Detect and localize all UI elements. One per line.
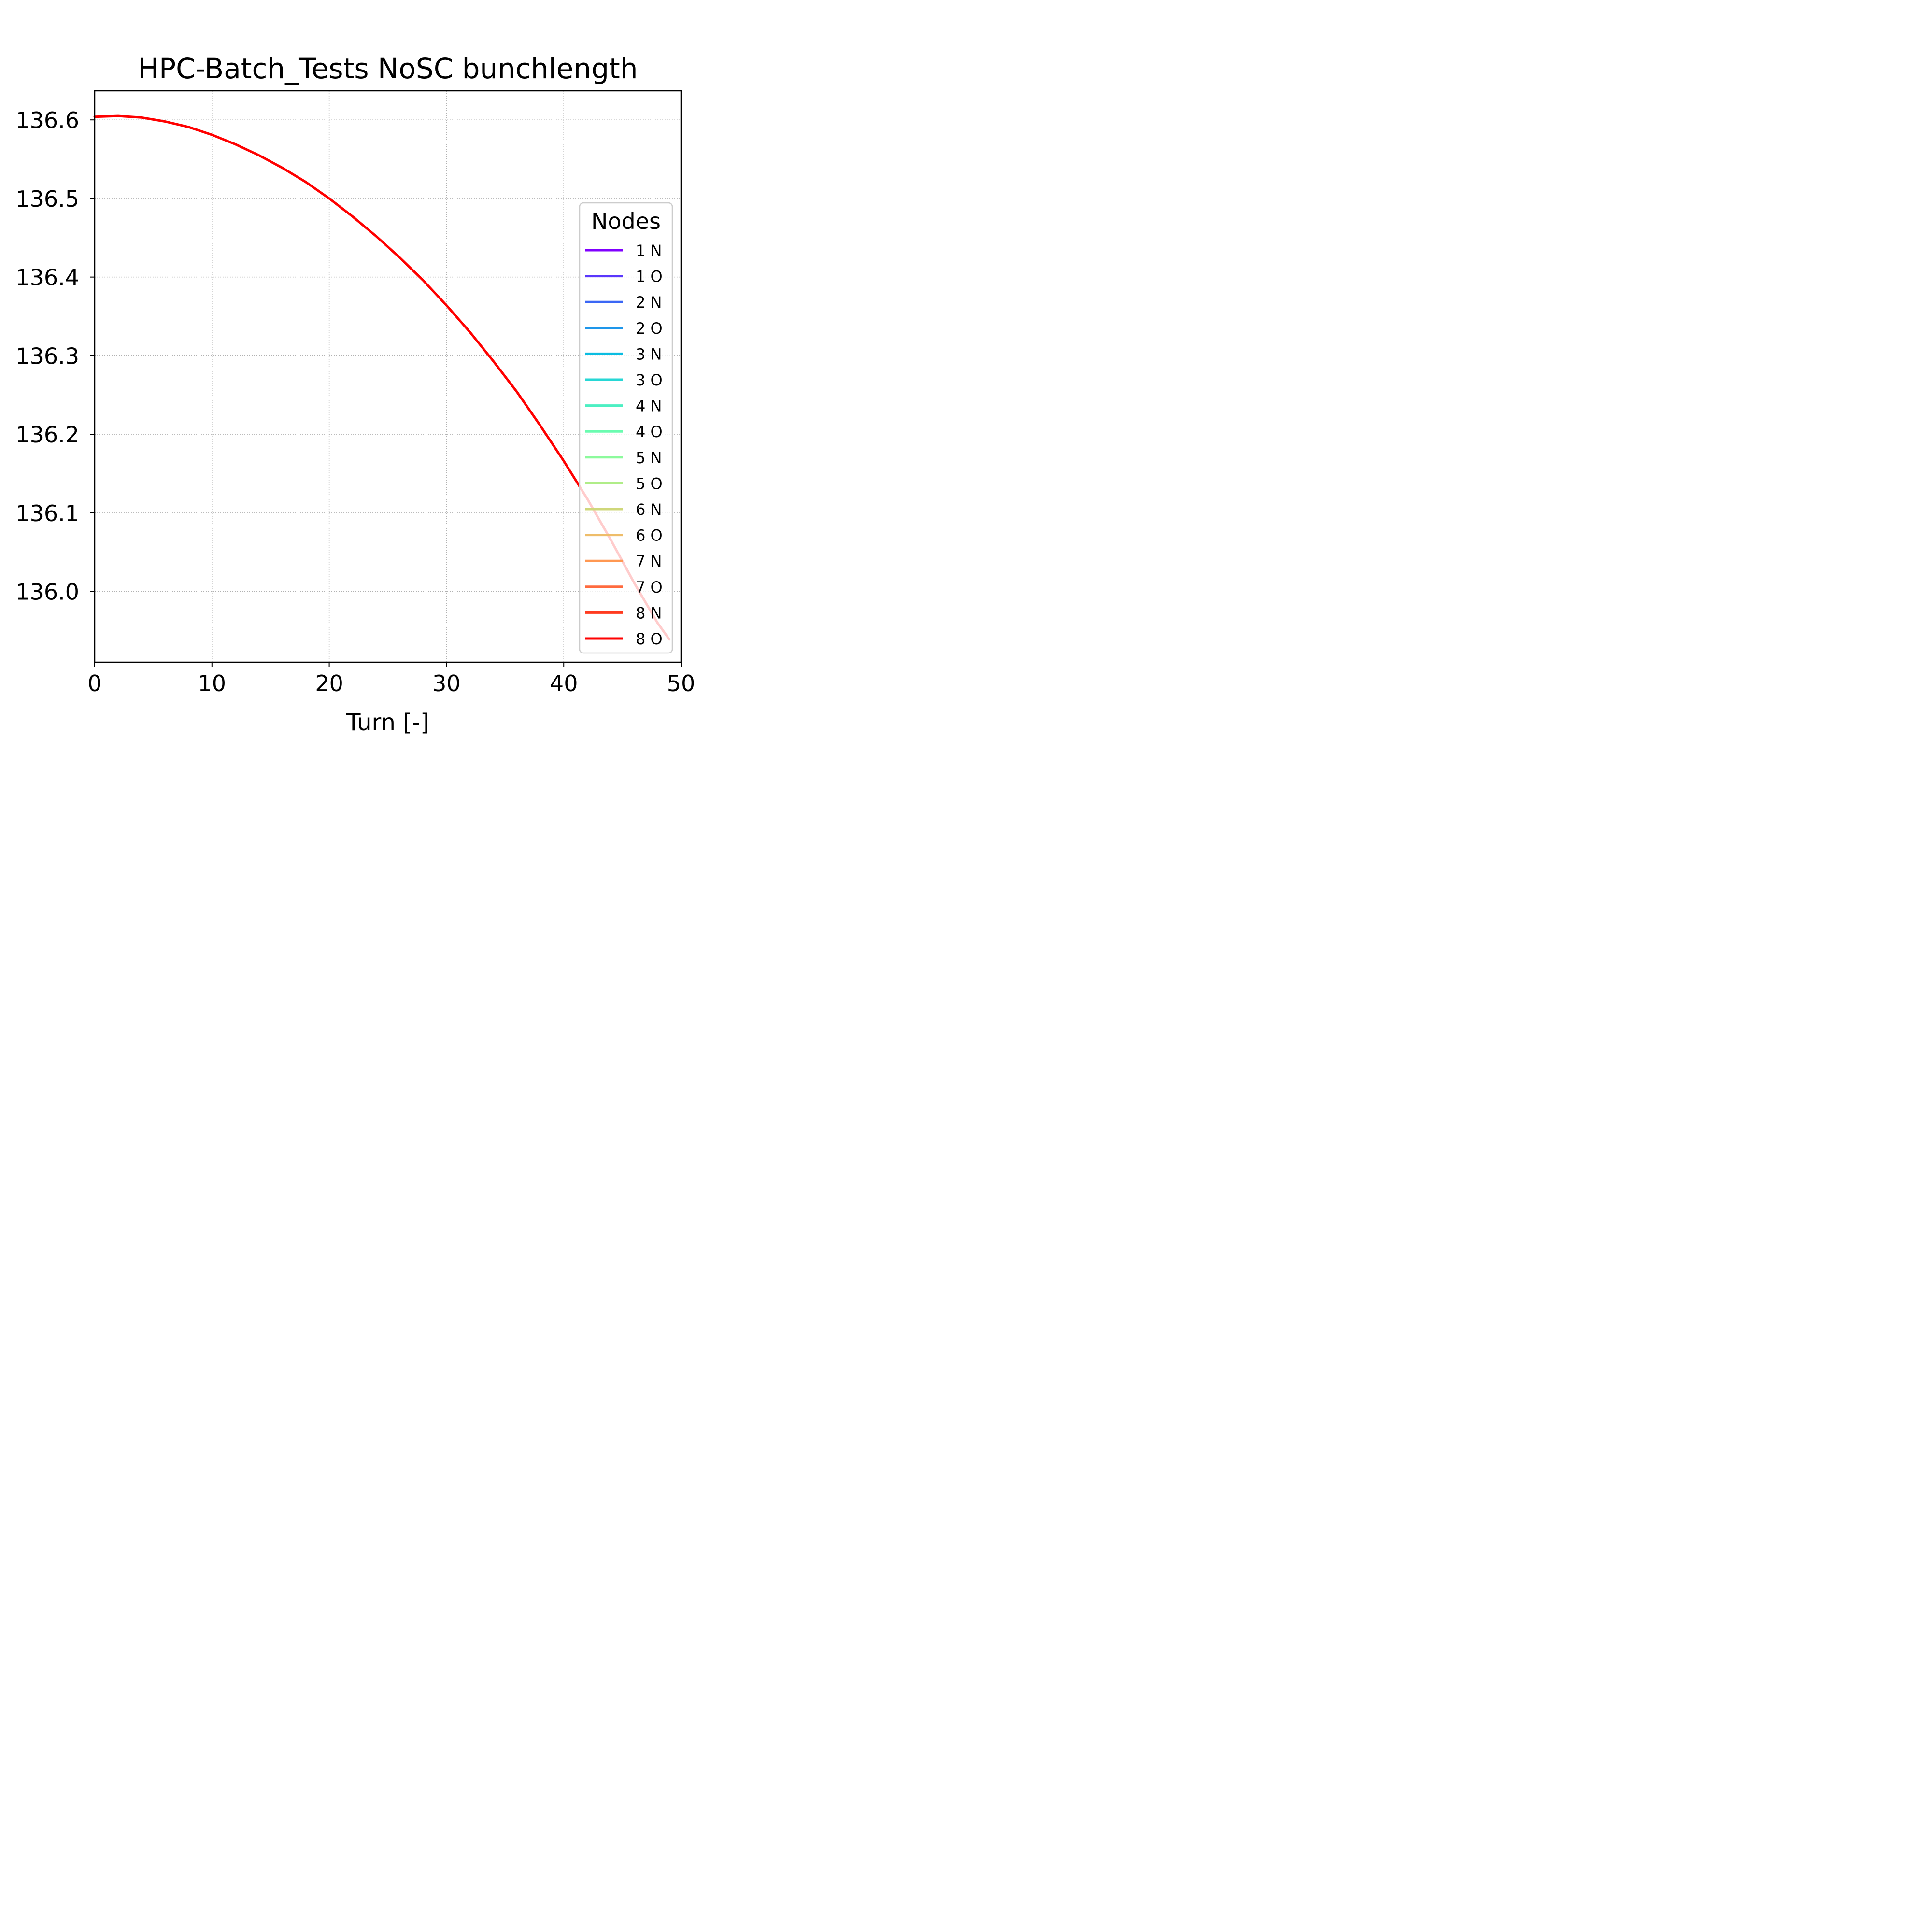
legend-label: 4 N bbox=[636, 397, 662, 415]
y-tick-label: 136.3 bbox=[15, 343, 79, 369]
y-tick-label: 136.4 bbox=[15, 265, 79, 291]
legend-label: 7 O bbox=[636, 578, 663, 597]
legend-box bbox=[579, 202, 673, 654]
legend-label: 1 N bbox=[636, 242, 662, 260]
legend-label: 1 O bbox=[636, 268, 663, 286]
y-tick-label: 136.1 bbox=[15, 500, 79, 526]
legend-label: 3 N bbox=[636, 345, 662, 363]
y-tick-label: 136.5 bbox=[15, 186, 79, 212]
legend-label: 5 O bbox=[636, 474, 663, 493]
plot-frame bbox=[94, 90, 682, 663]
chart-title: HPC-Batch_Tests NoSC bunchlength bbox=[138, 52, 638, 85]
legend-label: 5 N bbox=[636, 449, 662, 467]
legend-label: 6 N bbox=[636, 500, 662, 519]
x-tick-label: 0 bbox=[87, 670, 101, 696]
x-tick-label: 10 bbox=[198, 670, 227, 696]
ticks: 0 10 20 30 40 50 136.0 136.1 136.2 136.3 136.4 136.… bbox=[15, 107, 695, 696]
x-axis-label: Turn [-] bbox=[346, 709, 429, 736]
legend-label: 8 O bbox=[636, 630, 663, 648]
legend-title: Nodes bbox=[591, 208, 661, 234]
legend-label: 2 O bbox=[636, 319, 663, 338]
legend-label: 6 O bbox=[636, 526, 663, 545]
legend-label: 8 N bbox=[636, 604, 662, 622]
chart: HPC-Batch_Tests NoSC bunchlength 0 10 20 30… bbox=[0, 0, 745, 745]
x-tick-label: 50 bbox=[667, 670, 696, 696]
legend-label: 3 O bbox=[636, 371, 663, 389]
legend: Nodes 1 N 1 O 2 N 2 O 3 N 3 O 4 N 4 O 5 N 5 O 6 N 6 … bbox=[579, 202, 673, 654]
x-tick-label: 40 bbox=[550, 670, 578, 696]
x-tick-label: 30 bbox=[432, 670, 461, 696]
y-tick-label: 136.6 bbox=[15, 107, 79, 133]
legend-label: 2 N bbox=[636, 293, 662, 312]
y-tick-label: 136.2 bbox=[15, 422, 79, 448]
y-tick-label: 136.0 bbox=[15, 579, 79, 605]
legend-label: 4 O bbox=[636, 423, 663, 441]
legend-label: 7 N bbox=[636, 552, 662, 570]
x-tick-label: 20 bbox=[315, 670, 343, 696]
